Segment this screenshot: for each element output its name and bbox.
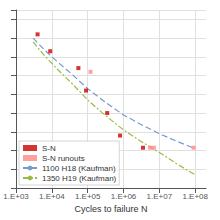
svg-text:1350 H19 (Kaufman): 1350 H19 (Kaufman) <box>42 174 117 183</box>
svg-text:1.E+05: 1.E+05 <box>75 192 101 201</box>
svg-text:1.E+03: 1.E+03 <box>3 192 29 201</box>
svg-text:S-N runouts: S-N runouts <box>42 154 85 163</box>
svg-text:1100 H18 (Kaufman): 1100 H18 (Kaufman) <box>42 164 116 173</box>
svg-text:1.E+07: 1.E+07 <box>147 192 173 201</box>
svg-text:1.E+08: 1.E+08 <box>182 192 208 201</box>
svg-text:1.E+06: 1.E+06 <box>111 192 137 201</box>
svg-text:S-N: S-N <box>42 144 56 153</box>
svg-text:1.E+04: 1.E+04 <box>39 192 65 201</box>
svg-text:Cycles to failure Ν: Cycles to failure Ν <box>74 204 147 214</box>
